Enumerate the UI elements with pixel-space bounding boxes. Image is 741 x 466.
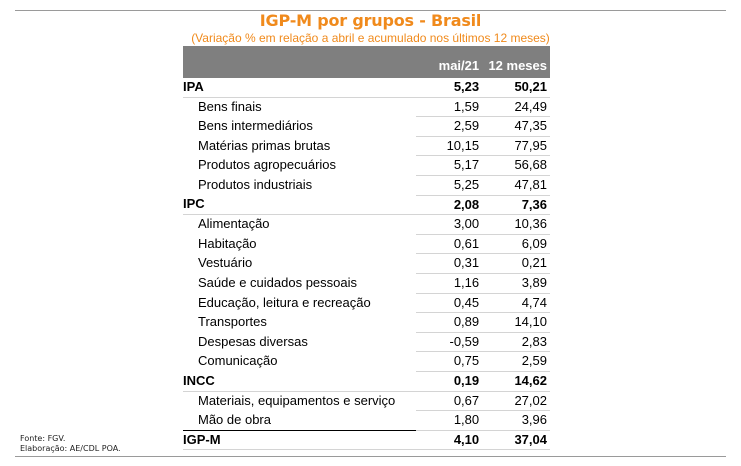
group-row: IPA 5,23 50,21: [183, 78, 550, 98]
value-12-meses: 7,36: [485, 195, 550, 216]
value-mai21: 1,59: [416, 97, 486, 118]
table-row: Vestuário 0,31 0,21: [183, 253, 550, 274]
row-label: Mão de obra: [198, 411, 271, 427]
value-12-meses: 56,68: [485, 155, 550, 176]
table-row: Saúde e cuidados pessoais 1,16 3,89: [183, 273, 550, 294]
value-mai21: 10,15: [416, 136, 486, 157]
value-12-meses: 10,36: [485, 214, 550, 235]
table-row: Bens finais 1,59 24,49: [183, 97, 550, 118]
row-label: Produtos agropecuários: [198, 157, 337, 173]
row-label: Bens finais: [198, 98, 262, 114]
value-12-meses: 4,74: [485, 293, 550, 314]
table-title: IGP-M por grupos - Brasil: [259, 11, 482, 30]
bottom-rule: [15, 456, 726, 457]
table-row: Mão de obra 1,80 3,96: [183, 410, 550, 431]
value-12-meses: 77,95: [485, 136, 550, 157]
table-body: IPA 5,23 50,21 Bens finais 1,59 24,49 Bens int…: [183, 78, 550, 451]
row-label: IPA: [183, 78, 417, 98]
row-label: Saúde e cuidados pessoais: [198, 274, 358, 290]
table-subtitle: (Variação % em relação a abril e acumula…: [191, 31, 550, 45]
value-12-meses: 27,02: [485, 391, 550, 412]
value-12-meses: 2,59: [485, 351, 550, 372]
value-mai21: 3,00: [416, 214, 486, 235]
row-label: IPC: [183, 195, 417, 216]
value-mai21: 1,16: [416, 273, 486, 294]
row-label: Habitação: [198, 235, 257, 251]
value-12-meses: 37,04: [485, 429, 550, 451]
value-mai21: 4,10: [416, 429, 486, 451]
table-row: Despesas diversas -0,59 2,83: [183, 332, 550, 353]
value-mai21: 0,31: [416, 253, 486, 274]
value-mai21: 1,80: [416, 410, 486, 431]
value-mai21: 0,19: [416, 371, 486, 392]
value-12-meses: 6,09: [485, 234, 550, 255]
value-mai21: 0,67: [416, 391, 486, 412]
value-mai21: 5,25: [416, 175, 486, 196]
value-12-meses: 50,21: [485, 78, 550, 98]
table-row: Educação, leitura e recreação 0,45 4,74: [183, 293, 550, 314]
value-12-meses: 24,49: [485, 97, 550, 118]
header-label: [183, 46, 417, 78]
row-label: Comunicação: [198, 353, 278, 369]
table-row: Bens intermediários 2,59 47,35: [183, 116, 550, 137]
credit-note: Elaboração: AE/CDL POA.: [20, 444, 121, 453]
table-row: Alimentação 3,00 10,36: [183, 214, 550, 235]
value-mai21: 0,45: [416, 293, 486, 314]
row-label: Materiais, equipamentos e serviço: [198, 392, 396, 408]
value-12-meses: 0,21: [485, 253, 550, 274]
row-label: Despesas diversas: [198, 333, 308, 349]
value-12-meses: 14,10: [485, 312, 550, 333]
value-mai21: 0,75: [416, 351, 486, 372]
row-label: Educação, leitura e recreação: [198, 294, 371, 310]
source-note: Fonte: FGV.: [20, 434, 66, 443]
table-row: Produtos industriais 5,25 47,81: [183, 175, 550, 196]
value-mai21: -0,59: [416, 332, 486, 353]
table-row: Materiais, equipamentos e serviço 0,67 27,…: [183, 391, 550, 412]
row-label: IGP-M: [183, 429, 417, 451]
table-row: Transportes 0,89 14,10: [183, 312, 550, 333]
table-row: Produtos agropecuários 5,17 56,68: [183, 155, 550, 176]
total-row: IGP-M 4,10 37,04: [183, 429, 550, 451]
group-row: IPC 2,08 7,36: [183, 195, 550, 216]
table-row: Habitação 0,61 6,09: [183, 234, 550, 255]
table-row: Comunicação 0,75 2,59: [183, 351, 550, 372]
value-12-meses: 3,96: [485, 410, 550, 431]
row-label: Alimentação: [198, 216, 270, 232]
value-12-meses: 2,83: [485, 332, 550, 353]
row-label: Vestuário: [198, 255, 253, 271]
row-label: INCC: [183, 371, 417, 392]
value-mai21: 0,89: [416, 312, 486, 333]
value-12-meses: 47,35: [485, 116, 550, 137]
value-mai21: 2,08: [416, 195, 486, 216]
group-row: INCC 0,19 14,62: [183, 371, 550, 392]
table-row: Matérias primas brutas 10,15 77,95: [183, 136, 550, 157]
value-12-meses: 14,62: [485, 371, 550, 392]
value-mai21: 5,17: [416, 155, 486, 176]
header-row: mai/21 12 meses: [183, 46, 550, 78]
value-12-meses: 47,81: [485, 175, 550, 196]
row-label: Bens intermediários: [198, 118, 313, 134]
value-12-meses: 3,89: [485, 273, 550, 294]
value-mai21: 0,61: [416, 234, 486, 255]
header-mai21: mai/21: [416, 46, 486, 78]
value-mai21: 2,59: [416, 116, 486, 137]
value-mai21: 5,23: [416, 78, 486, 98]
row-label: Matérias primas brutas: [198, 137, 331, 153]
igpm-table: mai/21 12 meses IPA 5,23 50,21 Bens finais 1…: [183, 46, 550, 451]
row-label: Transportes: [198, 314, 267, 330]
header-12-meses: 12 meses: [485, 46, 550, 78]
top-rule: [15, 10, 726, 11]
row-label: Produtos industriais: [198, 176, 313, 192]
